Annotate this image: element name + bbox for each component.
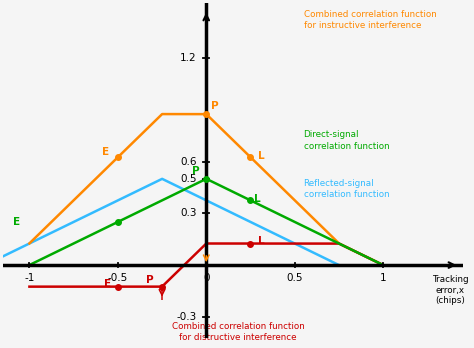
Text: Combined correlation function
for instructive interference: Combined correlation function for instru… — [303, 10, 436, 30]
Text: -0.5: -0.5 — [108, 274, 128, 283]
Text: Reflected-signal
correlation function: Reflected-signal correlation function — [303, 179, 389, 199]
Text: L: L — [258, 151, 264, 161]
Text: P: P — [192, 166, 200, 176]
Text: Combined correlation function
for distructive interference: Combined correlation function for distru… — [172, 322, 304, 342]
Text: P: P — [146, 275, 154, 285]
Text: 0.3: 0.3 — [180, 208, 197, 218]
Text: 0.6: 0.6 — [180, 157, 197, 167]
Text: L: L — [258, 236, 264, 245]
Text: E: E — [104, 279, 111, 288]
Text: Direct-signal
correlation function: Direct-signal correlation function — [303, 130, 389, 151]
Text: Tracking
error,x
(chips): Tracking error,x (chips) — [432, 275, 469, 305]
Text: L: L — [254, 194, 261, 204]
Text: E: E — [102, 148, 109, 158]
Text: -1: -1 — [24, 274, 35, 283]
Text: P: P — [211, 101, 219, 111]
Text: 0.5: 0.5 — [180, 174, 197, 184]
Text: E: E — [13, 218, 20, 227]
Text: -0.3: -0.3 — [176, 312, 197, 322]
Text: 1.2: 1.2 — [180, 53, 197, 63]
Text: 1: 1 — [380, 274, 386, 283]
Text: 0: 0 — [203, 274, 210, 283]
Text: 0.5: 0.5 — [286, 274, 303, 283]
